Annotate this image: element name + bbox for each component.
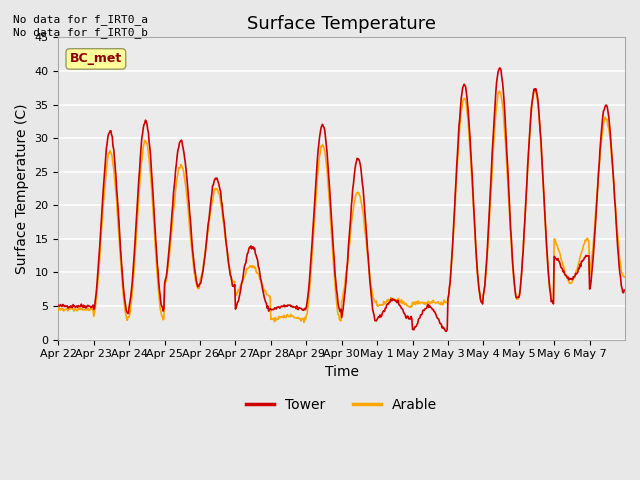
Text: No data for f_IRT0_a
No data for f_IRT0_b: No data for f_IRT0_a No data for f_IRT0_… bbox=[13, 14, 148, 38]
Y-axis label: Surface Temperature (C): Surface Temperature (C) bbox=[15, 103, 29, 274]
X-axis label: Time: Time bbox=[324, 365, 358, 379]
Title: Surface Temperature: Surface Temperature bbox=[247, 15, 436, 33]
Legend: Tower, Arable: Tower, Arable bbox=[241, 392, 443, 418]
Text: BC_met: BC_met bbox=[70, 52, 122, 65]
